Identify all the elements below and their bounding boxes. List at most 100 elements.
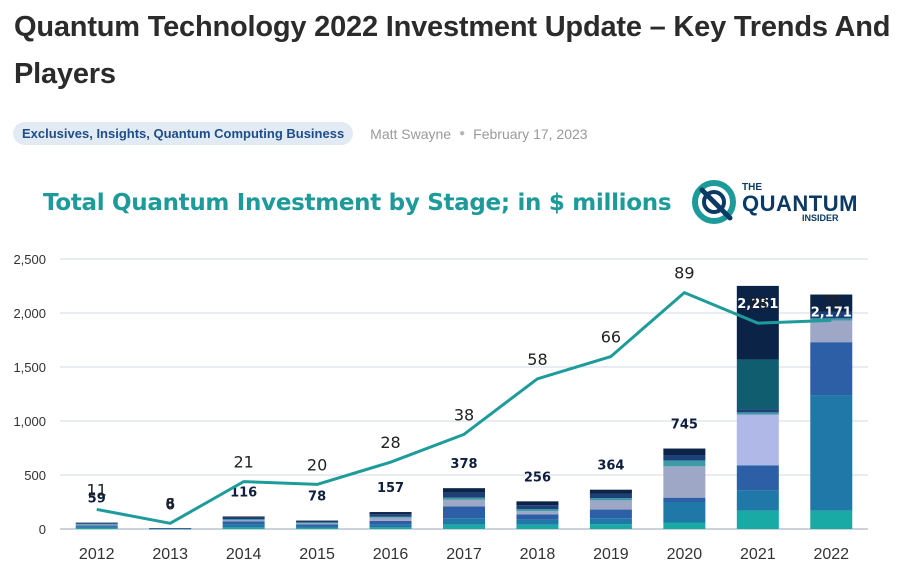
bar-total-label: 157 <box>377 481 404 496</box>
x-tick-label: 2018 <box>520 546 556 563</box>
bar-segment <box>516 524 559 529</box>
bar-segment <box>75 522 118 524</box>
bar-total-label: 59 <box>88 492 106 507</box>
bar-segment <box>443 492 485 498</box>
y-tick-label: 2,500 <box>13 252 46 267</box>
bar-segment <box>222 519 265 521</box>
bar-segment <box>75 527 118 529</box>
deal-count-label: 6 <box>165 494 175 513</box>
bar-segment <box>222 517 265 520</box>
bar-segment <box>296 522 339 524</box>
logo-text-the: THE <box>742 182 762 193</box>
bar-segment <box>663 466 706 498</box>
bar-total-label: 256 <box>524 470 551 485</box>
bar-segment <box>222 527 265 529</box>
x-tick-label: 2022 <box>813 546 849 563</box>
bar-segment <box>296 523 339 525</box>
bar-segment <box>369 514 412 517</box>
x-tick-label: 2020 <box>667 546 703 563</box>
bar-segment <box>443 506 485 519</box>
bar-segment <box>149 528 192 529</box>
bar-segment <box>296 527 339 529</box>
quantum-insider-logo-icon <box>692 180 736 224</box>
bar-segment <box>516 511 559 515</box>
bar-segment <box>810 294 853 312</box>
y-tick-label: 1,000 <box>13 414 46 429</box>
bar-segment <box>369 527 412 529</box>
bar-total-label: 116 <box>230 485 257 500</box>
bar-segment <box>663 502 706 523</box>
bar-total-label: 364 <box>597 459 624 474</box>
bar-segment <box>589 509 632 519</box>
x-tick-label: 2014 <box>226 546 262 563</box>
bar-segment <box>296 521 339 523</box>
deal-count-label: 20 <box>307 455 327 474</box>
bar-segment <box>296 524 339 526</box>
bar-total-label: 378 <box>450 457 477 472</box>
category-tag[interactable]: Exclusives, Insights, Quantum Computing … <box>13 122 354 145</box>
bar-segment <box>736 414 779 466</box>
bar-total-label: 745 <box>671 418 698 433</box>
logo-text-quantum: QUANTUM <box>742 191 858 216</box>
bar-segment <box>443 499 485 507</box>
x-tick-label: 2019 <box>593 546 629 563</box>
bar-segment <box>222 520 265 522</box>
logo-text-insider: INSIDER <box>802 213 839 223</box>
bar-segment <box>810 320 853 343</box>
deal-count-label: 21 <box>233 453 253 472</box>
bar-segment <box>663 522 706 529</box>
bar-segment <box>736 409 779 413</box>
bar-segment <box>810 342 853 396</box>
bar-segment <box>75 526 118 528</box>
bar-segment <box>222 516 265 518</box>
bar-segment <box>736 490 779 511</box>
bar-segment <box>222 521 265 525</box>
bar-segment <box>810 510 853 529</box>
author-link[interactable]: Matt Swayne <box>370 125 452 142</box>
deal-count-label: 66 <box>601 328 621 347</box>
bar-segment <box>369 520 412 525</box>
y-tick-label: 0 <box>39 522 46 537</box>
bar-segment <box>443 497 485 500</box>
bar-segment <box>736 412 779 415</box>
bar-segment <box>443 524 485 529</box>
bar-segment <box>369 512 412 515</box>
x-tick-label: 2015 <box>299 546 335 563</box>
bar-segment <box>75 523 118 524</box>
y-tick-label: 2,000 <box>13 306 46 321</box>
bar-total-label: 2,251 <box>737 297 778 312</box>
bar-segment <box>516 514 559 520</box>
bar-segment <box>369 516 412 518</box>
bar-segment <box>589 498 632 501</box>
deal-count-label: 11 <box>87 480 107 499</box>
separator-dot-icon: ● <box>459 128 466 139</box>
x-tick-label: 2021 <box>740 546 776 563</box>
bar-segment <box>75 523 118 525</box>
bar-segment <box>516 501 559 506</box>
bar-segment <box>663 497 706 502</box>
deal-count-label: 89 <box>674 264 694 283</box>
y-tick-label: 1,500 <box>13 360 46 375</box>
deal-count-label: 78 <box>748 294 768 313</box>
bar-segment <box>369 524 412 528</box>
bar-segment <box>810 318 853 321</box>
bar-segment <box>443 518 485 525</box>
bar-segment <box>589 489 632 494</box>
bar-segment <box>589 524 632 529</box>
bar-segment <box>663 448 706 456</box>
x-tick-label: 2016 <box>373 546 409 563</box>
bar-segment <box>810 311 853 319</box>
bar-segment <box>516 509 559 512</box>
deal-count-label: 38 <box>454 405 474 424</box>
bar-segment <box>810 395 853 511</box>
bar-segment <box>443 488 485 493</box>
bar-segment <box>75 524 118 526</box>
bar-segment <box>296 525 339 528</box>
deal-count-label: 28 <box>380 433 400 452</box>
x-tick-label: 2012 <box>79 546 115 563</box>
bar-segment <box>663 460 706 467</box>
bar-segment <box>516 505 559 510</box>
deal-count-label: 58 <box>527 350 547 369</box>
y-tick-label: 500 <box>24 468 46 483</box>
